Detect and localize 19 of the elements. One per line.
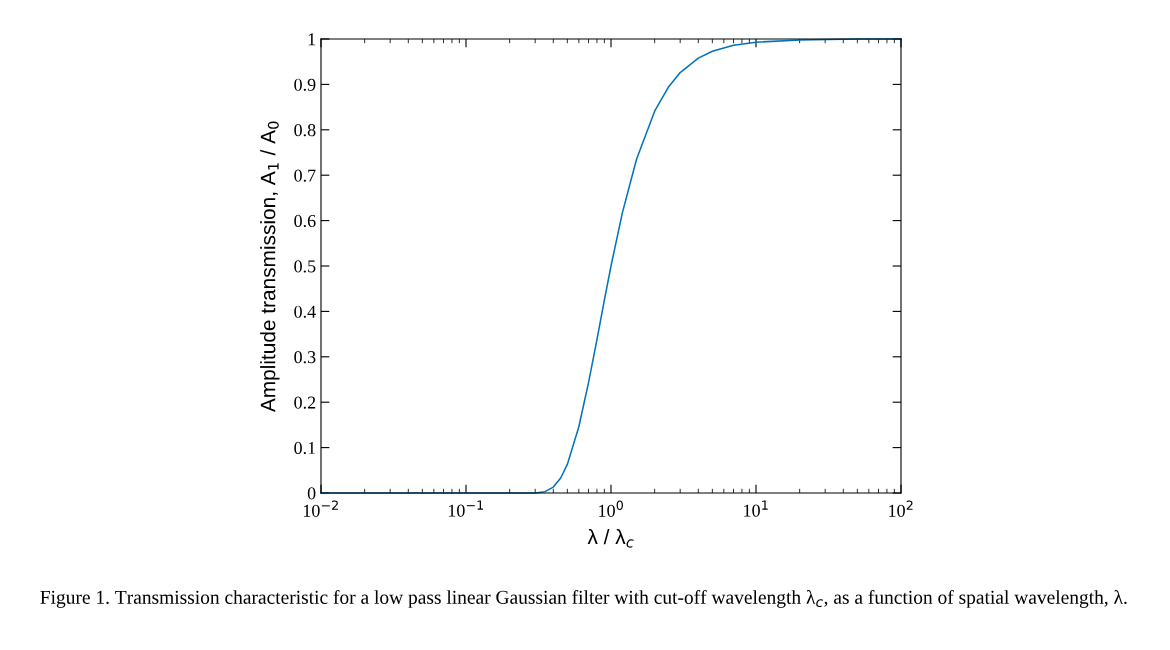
x-tick-label: 10$^{−1}$ [448, 500, 484, 517]
caption: Figure 1. Transmission characteristic for a low pass linear Gaussian filter with cut-off wavelength λ$_{c}$, as a function of spatial wavelength, λ. [40, 590, 1127, 608]
y-tick-label: 0.6 [294, 214, 316, 228]
y-tick-label: 0.4 [294, 305, 316, 318]
x-tick-label: 10$^{1}$ [744, 500, 768, 517]
y-tick-label: 0.7 [294, 169, 316, 182]
y-tick-label: 0.8 [294, 124, 316, 137]
y-tick-label: 0.5 [294, 260, 316, 273]
y-tick-label: 0 [307, 487, 316, 500]
y-axis-title: Amplitude transmission, A$_{1}$ / A$_{0}$ [260, 121, 280, 413]
y-tick-label: 0.1 [294, 441, 316, 455]
x-axis-title: λ / λ$_{c}$ [587, 528, 634, 548]
x-tick-label: 10$^{−2}$ [303, 500, 338, 517]
y-tick-label: 0.9 [294, 78, 316, 91]
y-tick-label: 0.2 [294, 396, 316, 409]
y-tick-label: 1 [308, 33, 316, 46]
y-tick-label: 0.3 [294, 351, 316, 364]
x-tick-label: 10$^{0}$ [599, 500, 623, 517]
x-tick-label: 10$^{2}$ [889, 500, 913, 517]
